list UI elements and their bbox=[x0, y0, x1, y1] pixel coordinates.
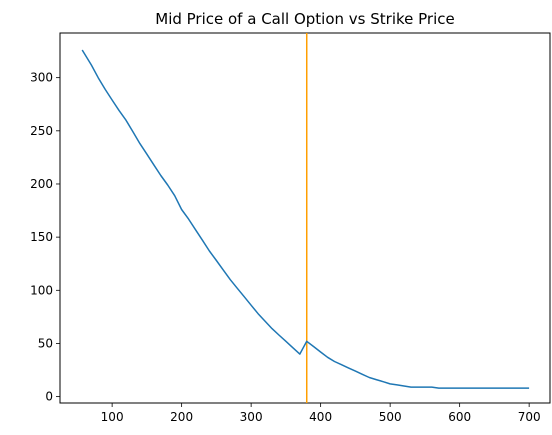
y-tick-label: 250 bbox=[30, 124, 53, 138]
x-tick-label: 200 bbox=[170, 410, 193, 424]
plot-area bbox=[59, 32, 551, 404]
x-tick-label: 700 bbox=[518, 410, 541, 424]
x-tick-label: 400 bbox=[309, 410, 332, 424]
series-line bbox=[81, 49, 530, 389]
x-tick-label: 100 bbox=[101, 410, 124, 424]
y-tick-label: 50 bbox=[38, 336, 53, 350]
x-tick-label: 300 bbox=[240, 410, 263, 424]
x-tick-label: 500 bbox=[379, 410, 402, 424]
series-group bbox=[81, 49, 530, 389]
y-tick-label: 200 bbox=[30, 177, 53, 191]
y-tick-label: 100 bbox=[30, 283, 53, 297]
y-tick-label: 0 bbox=[45, 390, 53, 404]
chart-title: Mid Price of a Call Option vs Strike Pri… bbox=[155, 10, 454, 28]
y-axis: 0 50 100 150 200 250 300 bbox=[30, 71, 60, 404]
y-tick-label: 300 bbox=[30, 71, 53, 85]
y-tick-label: 150 bbox=[30, 230, 53, 244]
x-tick-label: 600 bbox=[448, 410, 471, 424]
x-axis: 100 200 300 400 500 600 700 bbox=[101, 403, 541, 424]
